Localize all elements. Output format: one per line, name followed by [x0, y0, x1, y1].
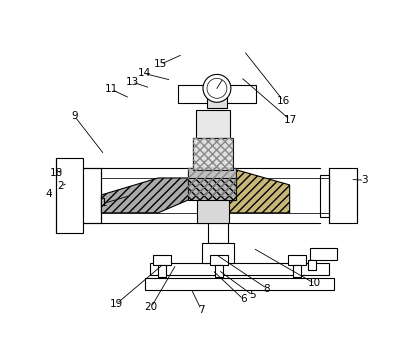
Bar — [319, 175, 330, 217]
Text: 9: 9 — [71, 112, 78, 121]
Text: 3: 3 — [361, 175, 368, 185]
Text: 5: 5 — [249, 290, 256, 300]
Bar — [308, 260, 315, 270]
Circle shape — [207, 79, 227, 98]
Text: 13: 13 — [125, 77, 139, 87]
Text: 2: 2 — [58, 181, 64, 191]
Text: 16: 16 — [277, 96, 290, 106]
Bar — [188, 168, 236, 196]
Bar — [153, 255, 171, 265]
Text: 7: 7 — [198, 305, 204, 314]
Bar — [55, 158, 84, 233]
Bar — [310, 248, 337, 260]
Bar — [145, 277, 335, 289]
Text: 15: 15 — [154, 59, 167, 69]
Text: 19: 19 — [110, 299, 123, 309]
Text: 18: 18 — [50, 168, 64, 179]
Bar — [218, 85, 256, 103]
Bar — [330, 168, 357, 223]
Bar — [84, 168, 102, 223]
Bar — [215, 265, 223, 276]
Bar — [158, 265, 166, 276]
Text: 20: 20 — [144, 302, 158, 312]
Text: 11: 11 — [105, 84, 118, 95]
Text: 8: 8 — [264, 284, 270, 293]
Bar — [193, 138, 233, 170]
Bar — [288, 255, 306, 265]
Bar — [202, 243, 234, 262]
Bar — [208, 223, 228, 243]
Bar — [188, 168, 236, 196]
Text: 17: 17 — [284, 115, 297, 125]
Bar — [293, 265, 301, 276]
Text: 14: 14 — [137, 68, 151, 79]
Bar — [193, 138, 233, 170]
Text: 1: 1 — [101, 198, 108, 208]
Polygon shape — [188, 178, 236, 200]
Circle shape — [203, 74, 231, 102]
Bar — [196, 110, 230, 138]
Text: 4: 4 — [45, 189, 52, 199]
Bar — [207, 80, 227, 108]
Bar — [150, 262, 330, 275]
Bar — [197, 195, 229, 223]
Polygon shape — [200, 168, 290, 213]
Bar — [178, 85, 216, 103]
Bar — [210, 255, 228, 265]
Text: 10: 10 — [308, 278, 321, 288]
Polygon shape — [102, 178, 200, 213]
Text: 6: 6 — [240, 294, 247, 304]
